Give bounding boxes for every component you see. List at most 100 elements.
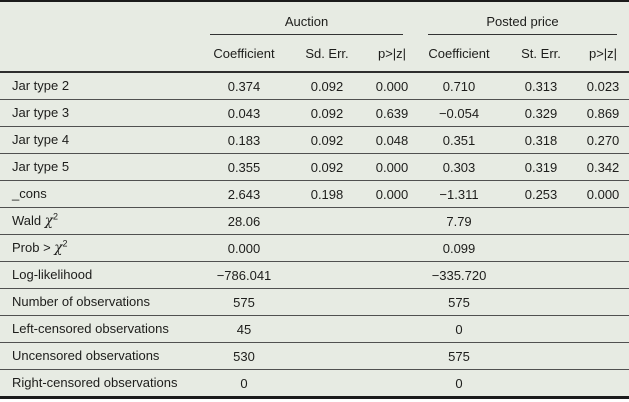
value-cell — [371, 262, 413, 289]
value-cell: 0.342 — [586, 159, 620, 175]
table-row-left-censored-observations: Left-censored observations 45 0 — [0, 316, 629, 343]
column-header-auction-sd-err: Sd. Err. — [305, 45, 349, 61]
table-row-jar-type-2: Jar type 2 0.374 0.092 0.000 0.710 0.313… — [0, 72, 629, 100]
value-cell: −335.720 — [431, 267, 487, 283]
row-label-text: Jar type 2 — [12, 78, 70, 93]
table-row-wald-chi2: Wald χ2 28.06 7.79 — [0, 208, 629, 235]
value-cell: 0.313 — [524, 78, 558, 94]
table-body: Jar type 2 0.374 0.092 0.000 0.710 0.313… — [0, 72, 629, 398]
value-cell: 0 — [240, 375, 248, 391]
value-cell — [371, 343, 413, 370]
value-cell: 0.253 — [524, 186, 558, 202]
value-cell: 0.000 — [375, 186, 409, 202]
row-label-text: Uncensored observations — [12, 348, 160, 363]
value-cell: −1.311 — [439, 186, 479, 202]
row-label: Wald χ2 — [0, 208, 205, 235]
column-header-auction-p-value: p>|z| — [377, 45, 407, 61]
value-cell — [371, 289, 413, 316]
row-label-text: Left-censored observations — [12, 321, 169, 336]
row-label-text: Jar type 3 — [12, 105, 70, 120]
column-header-posted-st-err: St. Err. — [521, 45, 561, 61]
value-cell: 0.092 — [310, 78, 344, 94]
value-cell: 0.869 — [586, 105, 620, 121]
row-label-text: Right-censored observations — [12, 375, 178, 390]
value-cell: 0.043 — [227, 105, 261, 121]
value-cell: 0 — [455, 375, 463, 391]
corner-cell — [0, 35, 205, 72]
row-label: Jar type 3 — [0, 100, 205, 127]
value-cell: 575 — [233, 294, 255, 310]
value-cell — [505, 343, 577, 370]
value-cell: 0.092 — [310, 159, 344, 175]
value-cell: 575 — [448, 294, 470, 310]
value-cell: 0.000 — [375, 159, 409, 175]
value-cell: −0.054 — [438, 105, 480, 121]
value-cell — [283, 208, 371, 235]
row-label: Jar type 2 — [0, 72, 205, 100]
row-label: Right-censored observations — [0, 370, 205, 398]
value-cell — [371, 316, 413, 343]
value-cell: 0.270 — [586, 132, 620, 148]
row-label: Log-likelihood — [0, 262, 205, 289]
table-row-prob-chi2: Prob > χ2 0.000 0.099 — [0, 235, 629, 262]
row-label: _cons — [0, 181, 205, 208]
value-cell — [371, 370, 413, 398]
value-cell — [283, 343, 371, 370]
value-cell — [505, 370, 577, 398]
column-header-auction-coefficient: Coefficient — [213, 45, 275, 61]
chi-symbol: χ — [54, 240, 63, 256]
group-header-auction-cell: Auction — [205, 1, 413, 35]
value-cell — [505, 262, 577, 289]
value-cell — [577, 235, 629, 262]
value-cell: 0.374 — [227, 78, 261, 94]
value-cell: 0.092 — [310, 105, 344, 121]
value-cell: 0.048 — [375, 132, 409, 148]
value-cell — [577, 208, 629, 235]
table-row-right-censored-observations: Right-censored observations 0 0 — [0, 370, 629, 398]
value-cell — [371, 235, 413, 262]
row-label: Uncensored observations — [0, 343, 205, 370]
row-label-text: Jar type 4 — [12, 132, 70, 147]
value-cell: 0.092 — [310, 132, 344, 148]
value-cell — [505, 289, 577, 316]
value-cell: 0.000 — [227, 240, 261, 256]
value-cell — [505, 316, 577, 343]
row-label-text: Number of observations — [12, 294, 151, 309]
table-row-jar-type-4: Jar type 4 0.183 0.092 0.048 0.351 0.318… — [0, 127, 629, 154]
column-header-row: Coefficient Sd. Err. p>|z| Coefficient S… — [0, 35, 629, 72]
value-cell: 28.06 — [227, 213, 261, 229]
value-cell: 0.000 — [586, 186, 620, 202]
value-cell: 0.303 — [442, 159, 476, 175]
table-row-jar-type-3: Jar type 3 0.043 0.092 0.639 −0.054 0.32… — [0, 100, 629, 127]
group-header-posted-price-cell: Posted price — [413, 1, 629, 35]
value-cell: −786.041 — [216, 267, 272, 283]
row-label-text: _cons — [12, 186, 47, 201]
table-row-log-likelihood: Log-likelihood −786.041 −335.720 — [0, 262, 629, 289]
value-cell — [283, 316, 371, 343]
row-label: Number of observations — [0, 289, 205, 316]
value-cell — [577, 316, 629, 343]
value-cell — [577, 343, 629, 370]
row-label: Prob > χ2 — [0, 235, 205, 262]
group-header-row: Auction Posted price — [0, 1, 629, 35]
group-header-posted-price: Posted price — [428, 14, 618, 35]
value-cell: 575 — [448, 348, 470, 364]
table-row-cons: _cons 2.643 0.198 0.000 −1.311 0.253 0.0… — [0, 181, 629, 208]
value-cell: 0.000 — [375, 78, 409, 94]
value-cell — [505, 208, 577, 235]
value-cell: 0.639 — [375, 105, 409, 121]
value-cell: 0.319 — [524, 159, 558, 175]
superscript: 2 — [52, 211, 58, 222]
value-cell — [283, 370, 371, 398]
row-label-text: Wald — [12, 213, 45, 228]
value-cell: 7.79 — [446, 213, 472, 229]
chi-symbol: χ — [44, 213, 53, 229]
row-label-text: Prob > — [12, 240, 55, 255]
value-cell — [505, 235, 577, 262]
table-row-uncensored-observations: Uncensored observations 530 575 — [0, 343, 629, 370]
table-row-jar-type-5: Jar type 5 0.355 0.092 0.000 0.303 0.319… — [0, 154, 629, 181]
value-cell: 0.351 — [442, 132, 476, 148]
row-label: Jar type 4 — [0, 127, 205, 154]
row-label: Jar type 5 — [0, 154, 205, 181]
